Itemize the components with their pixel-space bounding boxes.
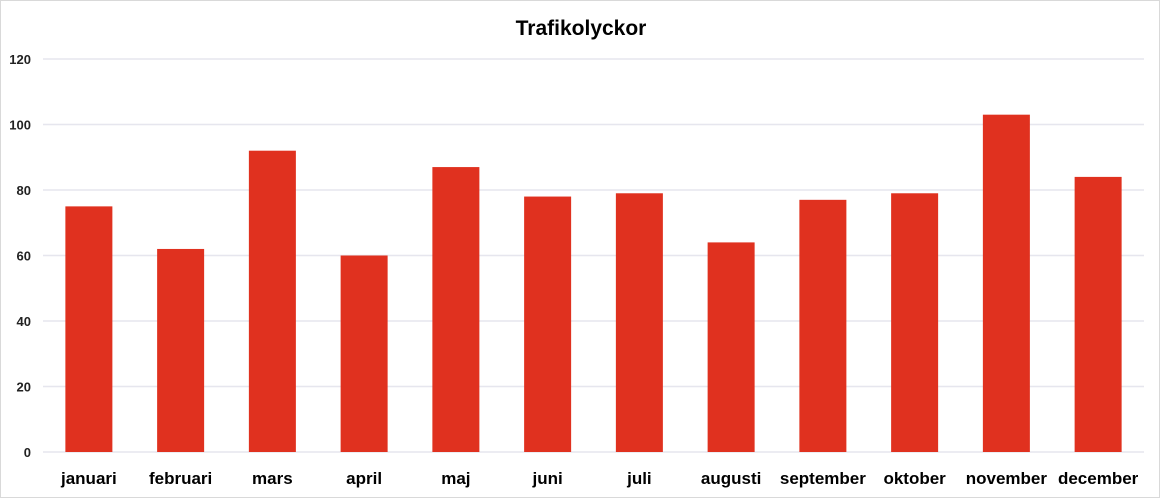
y-tick-label: 0 [24, 445, 31, 460]
bar-februari [157, 248, 205, 452]
bar-januari [65, 206, 113, 452]
x-tick-label: februari [149, 469, 212, 488]
bar-juli [615, 193, 663, 452]
chart-title: Trafikolyckor [516, 17, 647, 40]
bar-september [799, 199, 847, 452]
y-tick-label: 40 [17, 314, 31, 329]
x-tick-label: november [966, 469, 1048, 488]
bar-maj [432, 167, 480, 452]
x-tick-label: december [1058, 469, 1139, 488]
x-tick-label: oktober [883, 469, 946, 488]
x-tick-label: januari [60, 469, 117, 488]
bar-april [340, 255, 388, 452]
y-tick-label: 60 [17, 249, 31, 264]
y-tick-label: 20 [17, 380, 31, 395]
x-tick-label: juni [532, 469, 563, 488]
x-tick-label: september [780, 469, 866, 488]
y-tick-label: 120 [9, 52, 31, 67]
bar-oktober [891, 193, 939, 452]
bar-december [1074, 176, 1122, 452]
bar-augusti [707, 242, 755, 452]
x-tick-label: maj [441, 469, 470, 488]
bar-mars [248, 150, 296, 452]
bar-juni [524, 196, 572, 452]
y-tick-label: 100 [9, 118, 31, 133]
bar-november [982, 114, 1030, 453]
x-tick-label: april [346, 469, 382, 488]
x-tick-label: mars [252, 469, 293, 488]
x-tick-label: augusti [701, 469, 761, 488]
y-tick-label: 80 [17, 183, 31, 198]
x-tick-label: juli [626, 469, 652, 488]
